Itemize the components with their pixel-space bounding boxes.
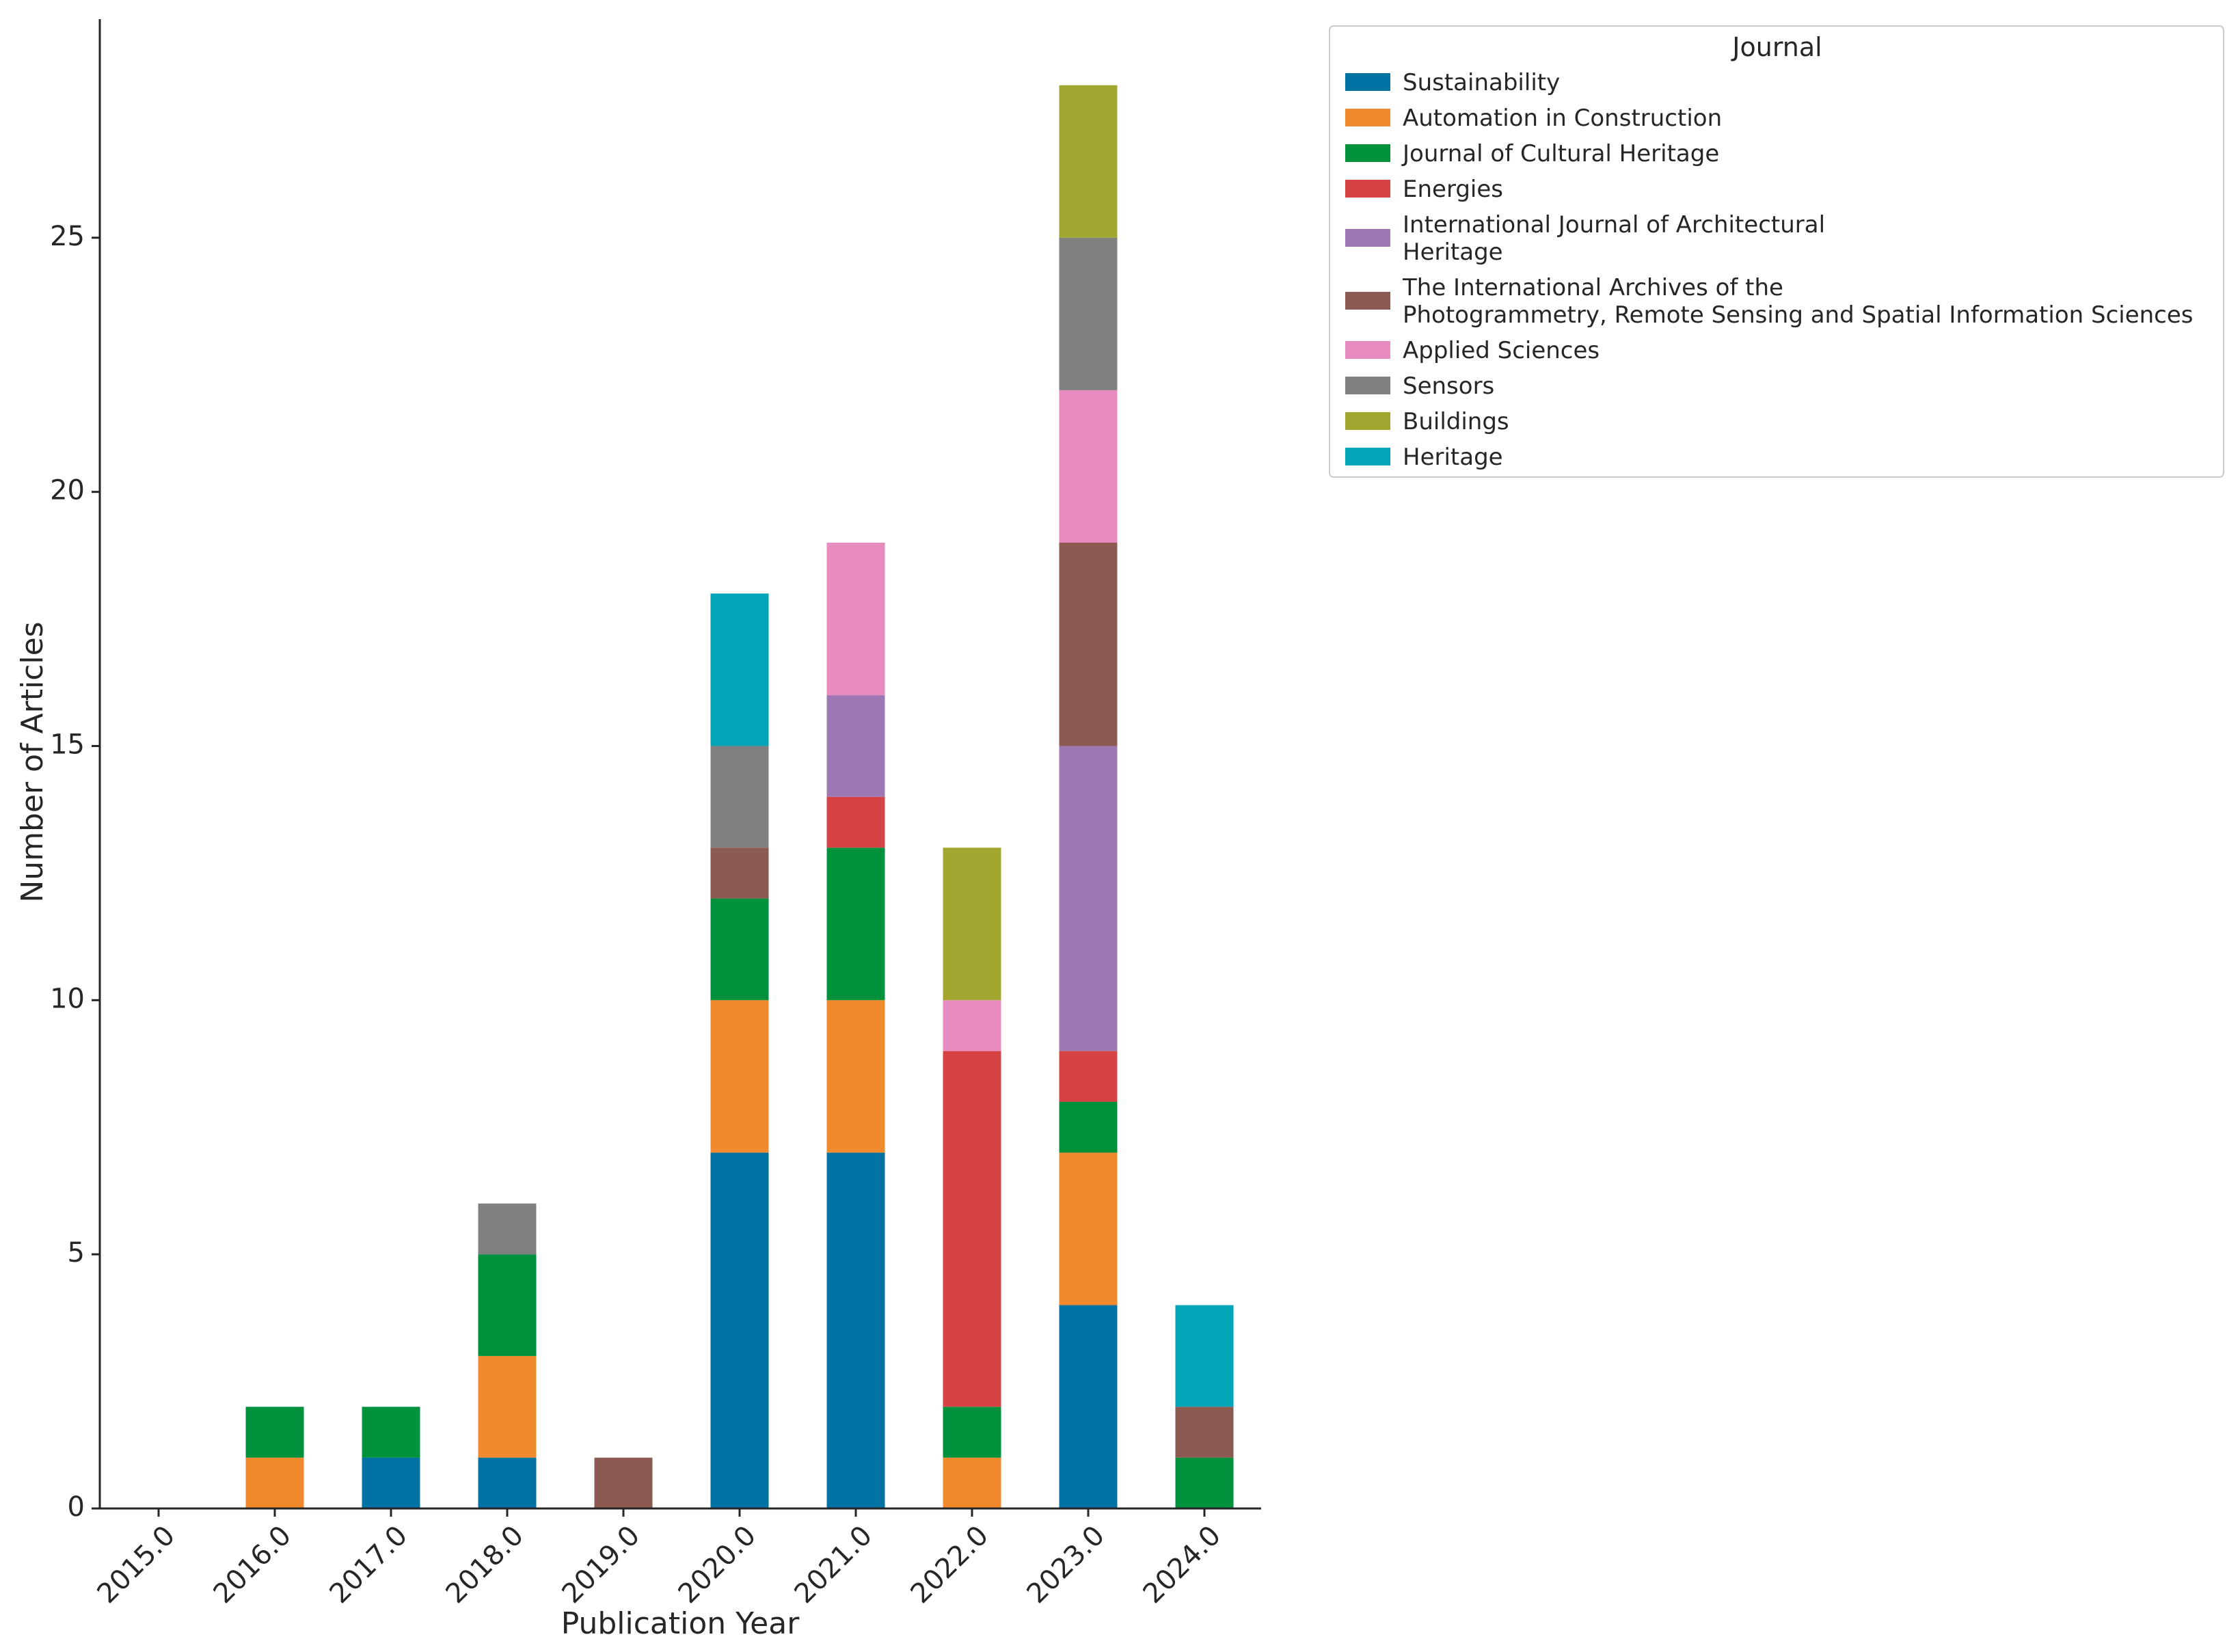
bar-segment [478, 1355, 537, 1458]
bar-segment [710, 1000, 769, 1153]
bar-segment [1059, 85, 1118, 238]
bar-segment [826, 695, 885, 797]
bar-segment [826, 1000, 885, 1153]
legend-label: Applied Sciences [1403, 337, 1600, 364]
x-tick-label: 2020.0 [673, 1520, 762, 1610]
bar-segment [943, 1051, 1001, 1407]
bar-segment [362, 1407, 420, 1458]
x-tick-label: 2016.0 [208, 1520, 297, 1610]
y-tick-label: 25 [50, 221, 85, 252]
legend-frame [1329, 25, 2224, 478]
bar-segment [943, 1457, 1001, 1508]
legend-swatch [1345, 229, 1390, 247]
bar-segment [1059, 1051, 1118, 1102]
bar-segment [826, 848, 885, 1001]
legend-label: Sensors [1403, 373, 1494, 400]
x-ticks: 2015.0 2016.0 2017.0 2018.0 2019.0 2020.0 2021… [92, 1508, 1227, 1610]
bar-segment [1059, 1305, 1118, 1508]
bar-segment [1059, 542, 1118, 746]
legend-label: Heritage [1403, 444, 1503, 471]
bar-segment [826, 1152, 885, 1508]
bar-segment [1175, 1407, 1234, 1458]
y-ticks: 0 5 10 15 20 25 [50, 221, 100, 1523]
legend-label: Energies [1403, 176, 1503, 203]
legend: Journal Sustainability Automation in Cons… [1329, 25, 2224, 478]
legend-label: Sustainability [1403, 69, 1560, 96]
legend-swatch [1345, 412, 1390, 430]
bar-segment [1059, 1152, 1118, 1305]
y-tick-label: 20 [50, 475, 85, 506]
bar-segment [478, 1203, 537, 1255]
legend-swatch [1345, 292, 1390, 310]
bar-segment [1059, 237, 1118, 390]
bar-segment [943, 848, 1001, 1001]
legend-items: Sustainability Automation in Construction… [1345, 69, 2194, 471]
bar-segment [362, 1457, 420, 1508]
legend-label: Buildings [1403, 408, 1509, 435]
bar-segment [478, 1254, 537, 1356]
bar-segment [943, 1000, 1001, 1051]
bars-layer [245, 85, 1234, 1508]
x-tick-label: 2024.0 [1137, 1520, 1227, 1610]
x-tick-label: 2018.0 [440, 1520, 530, 1610]
bar-segment [826, 796, 885, 848]
x-tick-label: 2023.0 [1021, 1520, 1111, 1610]
x-tick-label: 2022.0 [905, 1520, 995, 1610]
legend-swatch [1345, 341, 1390, 359]
bar-segment [1175, 1305, 1234, 1407]
bar-segment [1175, 1457, 1234, 1508]
bar-segment [710, 848, 769, 899]
bar-segment [245, 1457, 304, 1508]
y-axis-label: Number of Articles [15, 621, 50, 902]
legend-swatch [1345, 377, 1390, 394]
legend-swatch [1345, 180, 1390, 198]
legend-label: The International Archives of the Photogr… [1402, 274, 2194, 329]
legend-swatch [1345, 448, 1390, 465]
bar-segment [594, 1457, 653, 1508]
bar-segment [1059, 746, 1118, 1051]
x-tick-label: 2021.0 [789, 1520, 878, 1610]
legend-title: Journal [1731, 32, 1822, 62]
legend-label: Journal of Cultural Heritage [1401, 140, 1719, 167]
y-tick-label: 15 [50, 729, 85, 760]
bar-segment [710, 1152, 769, 1508]
x-axis-label: Publication Year [561, 1606, 800, 1641]
legend-swatch [1345, 144, 1390, 162]
legend-swatch [1345, 109, 1390, 126]
bar-segment [943, 1407, 1001, 1458]
x-tick-label: 2015.0 [92, 1520, 181, 1610]
bar-segment [478, 1457, 537, 1508]
y-tick-label: 0 [68, 1491, 85, 1523]
bar-segment [826, 542, 885, 696]
bar-segment [245, 1407, 304, 1458]
y-tick-label: 10 [50, 983, 85, 1014]
x-tick-label: 2017.0 [324, 1520, 414, 1610]
y-tick-label: 5 [68, 1237, 85, 1269]
x-tick-label: 2019.0 [556, 1520, 646, 1610]
bar-segment [710, 593, 769, 746]
bar-segment [1059, 1102, 1118, 1153]
legend-label: International Journal of Architectural He… [1403, 211, 1825, 266]
bar-segment [710, 746, 769, 848]
legend-swatch [1345, 73, 1390, 91]
bar-segment [710, 898, 769, 1001]
legend-label: Automation in Construction [1403, 105, 1722, 132]
bar-segment [1059, 390, 1118, 543]
